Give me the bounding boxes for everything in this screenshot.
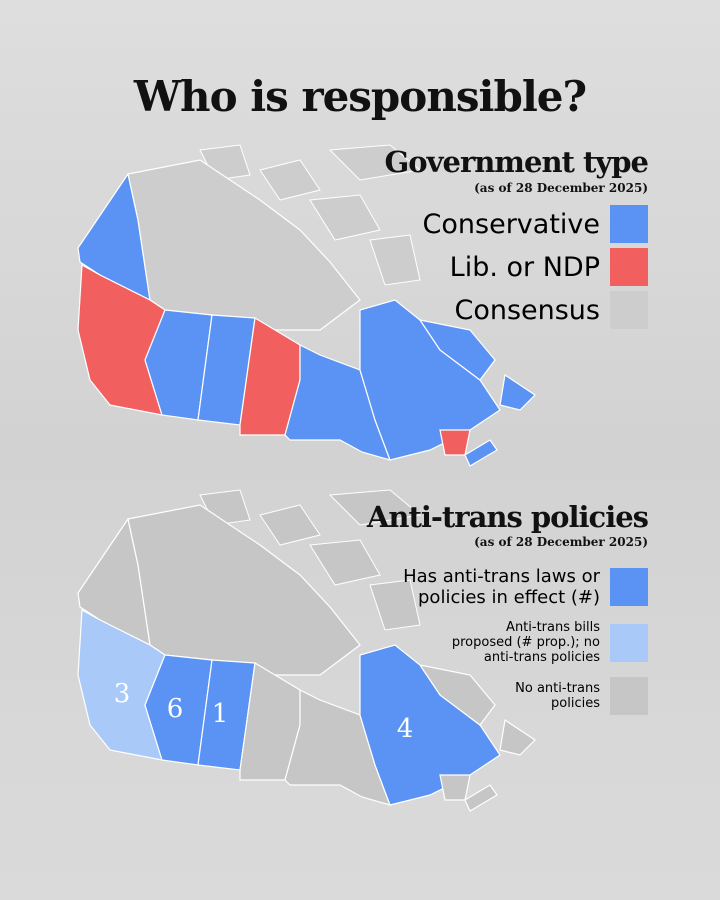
legend-item: No anti-trans policies [480,677,648,715]
map-title: Government type [384,145,649,179]
province [284,689,391,806]
province [499,373,536,411]
legend-label: Consensus [454,294,600,326]
island [259,504,321,546]
province [359,299,501,461]
province [144,309,213,421]
legend-label: Has anti-trans laws or policies in effec… [403,566,600,608]
legend-item: Lib. or NDP [450,248,648,286]
province [439,429,471,456]
legend-swatch [610,291,648,329]
island [309,539,381,586]
legend-label: Lib. or NDP [449,251,600,283]
island [328,489,422,526]
province-count: 3 [114,679,131,709]
legend-swatch [610,677,648,715]
province [359,644,501,806]
province [418,664,496,726]
province-count: 4 [397,714,414,744]
province [284,344,391,461]
island [328,144,422,181]
province [418,319,496,381]
legend-item: Has anti-trans laws or policies in effec… [390,566,648,608]
legend-item: Conservative [423,205,648,243]
island [369,234,421,286]
island [309,194,381,241]
legend-swatch [610,205,648,243]
legend-swatch [610,623,648,662]
province-count: 6 [167,694,184,724]
island [259,159,321,201]
province [464,784,498,812]
map-subtitle: (as of 28 December 2025) [474,181,648,195]
legend-swatch [610,248,648,286]
province [439,774,471,801]
legend-label: Conservative [422,208,600,240]
map-subtitle: (as of 28 December 2025) [474,535,648,549]
legend-swatch [610,568,648,606]
legend-item: Anti-trans bills proposed (# prop.); no … [450,620,648,665]
province [499,718,536,756]
map [77,144,536,467]
province [144,654,213,766]
province [464,439,498,467]
page-title: Who is responsible? [133,72,587,121]
island [369,579,421,631]
legend-label: No anti-trans policies [515,681,600,711]
legend-item: Consensus [454,291,648,329]
map-title: Anti-trans policies [366,500,649,534]
province-count: 1 [212,699,229,729]
legend-label: Anti-trans bills proposed (# prop.); no … [451,620,600,665]
